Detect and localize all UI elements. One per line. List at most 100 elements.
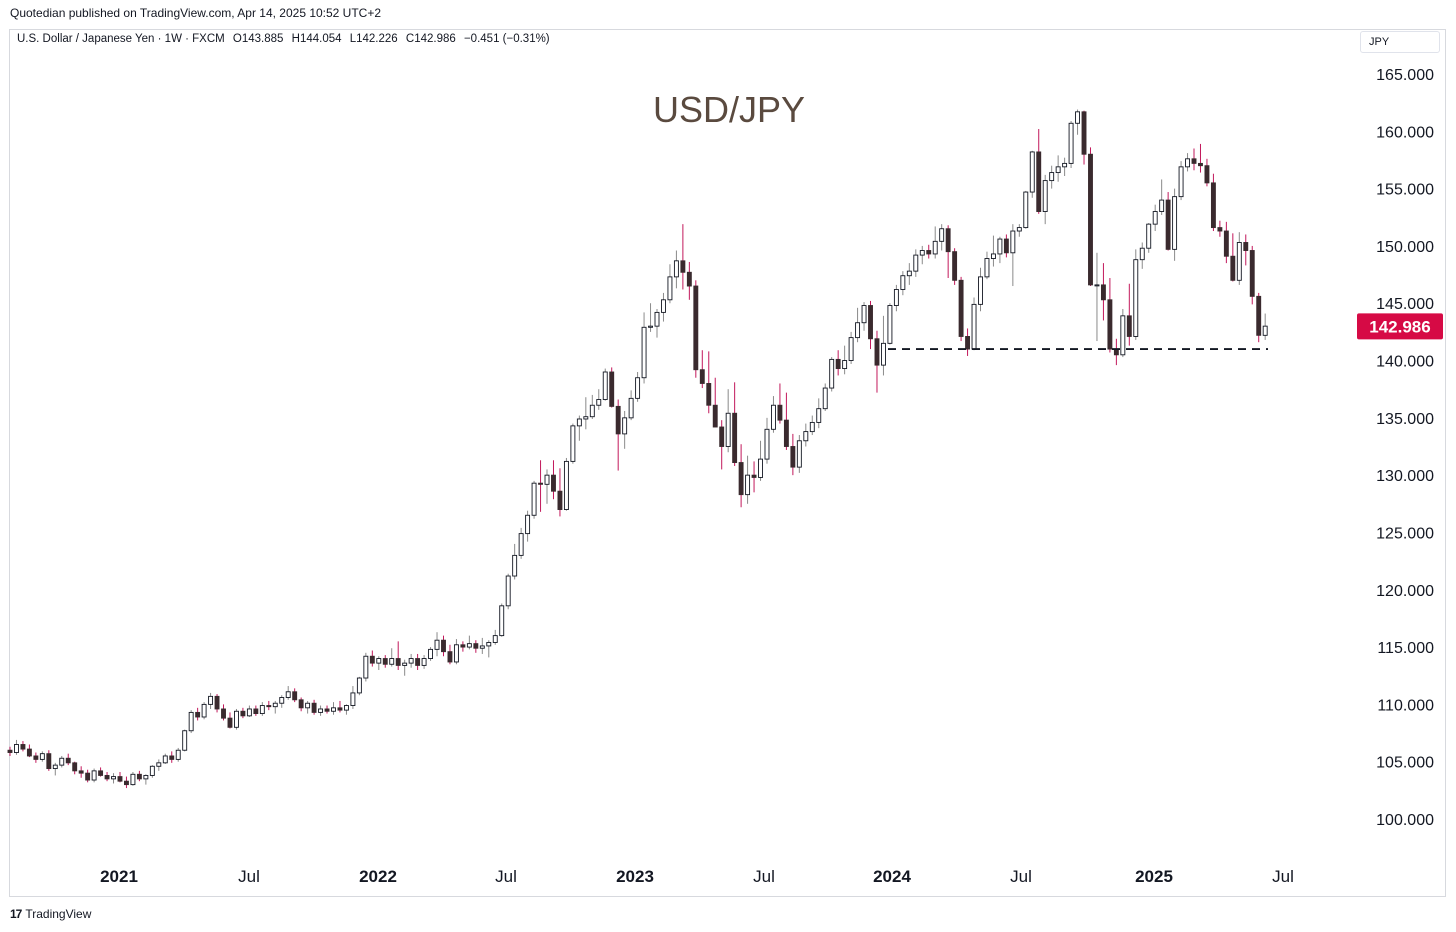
candle (1243, 234, 1249, 266)
candle (628, 390, 634, 421)
tradingview-logo[interactable]: 17 TradingView (10, 907, 91, 921)
candle (1172, 188, 1178, 261)
candle-body (285, 691, 291, 698)
candle-body (1210, 182, 1216, 229)
candle (622, 410, 628, 449)
candle-body (673, 260, 679, 278)
candle-body (1236, 242, 1242, 281)
candle (835, 350, 841, 376)
candle-body (518, 533, 524, 556)
candle-body (1223, 230, 1229, 257)
candle (913, 249, 919, 277)
candle-body (156, 762, 162, 767)
candle (557, 468, 563, 517)
tradingview-logo-text: TradingView (25, 907, 92, 921)
candle (408, 653, 414, 668)
candle (117, 772, 123, 783)
change-value: −0.451 (−0.31%) (463, 33, 550, 45)
candle (777, 383, 783, 424)
candle (576, 415, 582, 441)
candle-body (208, 695, 214, 705)
x-tick-label: Jul (238, 867, 260, 886)
candle-body (1178, 166, 1184, 198)
candle (324, 705, 330, 714)
candle-body (466, 643, 472, 648)
candle (292, 688, 298, 703)
candle (525, 510, 531, 542)
x-tick-label: Jul (753, 867, 775, 886)
candle-body (881, 342, 886, 366)
candle (421, 655, 427, 669)
candle (52, 762, 58, 776)
currency-selector[interactable]: JPY (1360, 31, 1440, 53)
candle (1107, 278, 1113, 353)
candle-body (46, 753, 52, 770)
candle-body (816, 408, 822, 423)
candle-body (1094, 284, 1100, 287)
symbol-description[interactable]: U.S. Dollar / Japanese Yen · 1W · FXCM (17, 33, 225, 45)
candle (952, 248, 958, 285)
candle-body (91, 770, 97, 781)
chart-frame (9, 29, 1446, 897)
candle-body (85, 772, 91, 781)
candle (85, 769, 91, 783)
candle (725, 389, 731, 453)
candle-body (1243, 242, 1249, 251)
candle-body (259, 705, 265, 715)
candle-body (98, 770, 104, 776)
candle-body (732, 412, 738, 463)
candle-body (1133, 259, 1139, 337)
candle (46, 750, 52, 771)
candle (706, 351, 712, 414)
candle (1217, 220, 1223, 237)
x-axis-labels: 2021 Jul 2022 Jul 2023 Jul 2024 Jul 2025 Jul (100, 867, 1294, 886)
candle (512, 543, 518, 580)
candle-body (356, 677, 362, 694)
candle-body (408, 658, 414, 664)
candle-body (544, 474, 550, 485)
candle-body (965, 336, 971, 350)
candle (686, 261, 692, 300)
candle-body (583, 416, 589, 420)
candle (1256, 292, 1262, 343)
candle (518, 527, 524, 559)
candle (1204, 158, 1210, 187)
candle (745, 455, 751, 504)
candle-body (1075, 111, 1081, 124)
candle-body (615, 405, 621, 435)
candle (428, 647, 433, 661)
candle-body (266, 705, 272, 708)
candle (402, 659, 408, 676)
candle-body (971, 303, 977, 350)
candle-body (680, 260, 686, 273)
candle-body (149, 765, 155, 776)
candle (1042, 174, 1048, 225)
low-value: L142.226 (349, 33, 398, 45)
last-price-badge: 142.986 (1357, 313, 1443, 340)
candle-body (712, 404, 718, 428)
candle (240, 707, 246, 719)
candle-body (447, 651, 453, 663)
candle (195, 707, 201, 721)
close-value: C142.986 (405, 33, 456, 45)
candle-body (33, 755, 39, 760)
candle-body (1204, 165, 1210, 184)
candle-body (195, 711, 201, 718)
candle-body (874, 338, 880, 366)
candle-body (596, 399, 602, 406)
candle (570, 423, 576, 464)
candle (78, 766, 84, 778)
candle (971, 297, 977, 351)
candle (59, 755, 65, 768)
candle (1139, 242, 1145, 269)
candle (1126, 283, 1132, 346)
candle (544, 469, 550, 504)
candle-body (505, 575, 511, 607)
candle-body (609, 371, 615, 407)
y-tick-label: 120.000 (1376, 583, 1434, 600)
candle (874, 330, 880, 393)
candle (149, 765, 155, 778)
x-tick-label: Jul (1272, 867, 1294, 886)
candle-body (1049, 172, 1055, 182)
